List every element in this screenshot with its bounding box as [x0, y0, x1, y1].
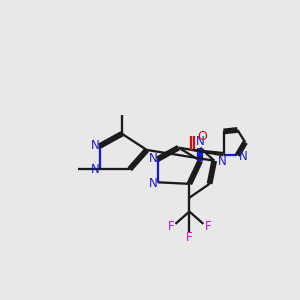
Text: N: N	[91, 139, 99, 152]
Text: N: N	[148, 152, 158, 165]
Text: F: F	[167, 220, 174, 233]
Text: F: F	[186, 231, 193, 244]
Text: N: N	[196, 135, 205, 148]
Text: N: N	[148, 177, 158, 190]
Text: N: N	[239, 150, 248, 164]
Text: N: N	[218, 155, 226, 168]
Text: F: F	[205, 220, 211, 233]
Text: O: O	[197, 130, 207, 142]
Text: N: N	[91, 163, 99, 176]
